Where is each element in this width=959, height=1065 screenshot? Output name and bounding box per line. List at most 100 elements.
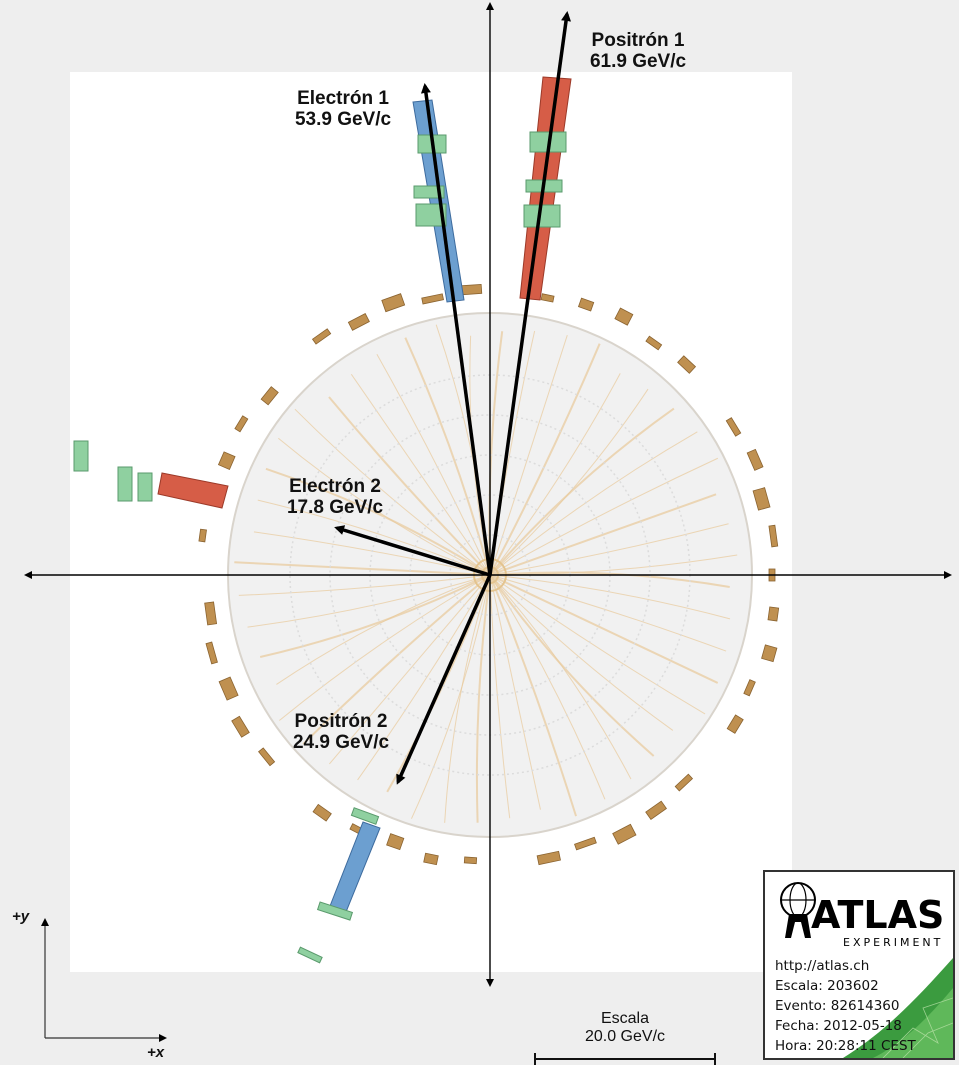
hadronic-cell — [198, 528, 207, 543]
electron-1-deposit — [412, 99, 465, 303]
hadronic-cell — [743, 679, 756, 697]
hadronic-cell — [423, 852, 439, 866]
corner-x-label: +x — [147, 1044, 165, 1061]
info-event: Evento: 82614360 — [775, 998, 900, 1014]
electron-1-em-cell — [415, 203, 447, 227]
hadronic-cell — [234, 415, 249, 433]
inner-track — [302, 574, 491, 745]
electron-2-deposit — [73, 440, 229, 509]
electron-1-momentum: 53.9 GeV/c — [294, 109, 392, 130]
positron-2-momentum: 24.9 GeV/c — [292, 732, 390, 753]
hadronic-cell — [386, 833, 405, 851]
hadronic-cell — [312, 803, 332, 822]
info-run: Escala: 203602 — [775, 978, 879, 994]
inner-track — [265, 467, 491, 576]
hadronic-cell — [677, 355, 697, 374]
electron-1-name: Electrón 1 — [297, 88, 389, 109]
inner-track — [489, 523, 729, 576]
hadronic-cell — [614, 307, 634, 326]
hadronic-cell — [217, 451, 236, 470]
inner-track — [489, 574, 674, 731]
scale-title: Escala — [600, 1010, 650, 1027]
positron-2-name: Positrón 2 — [294, 711, 388, 732]
positron-2-em-cell — [350, 807, 380, 825]
inner-track — [257, 499, 491, 576]
electron-2-label: Electrón 2 17.8 GeV/c — [270, 476, 400, 518]
inner-track — [411, 574, 491, 819]
inner-track — [444, 574, 491, 823]
atlas-info-box: ATLAS EXPERIMENT http://atlas.ch Escala:… — [763, 870, 955, 1060]
positron-2-em-cell — [297, 946, 323, 964]
inner-track — [489, 407, 675, 576]
positron-2-em-cell — [316, 901, 354, 921]
positron-2-deposit — [297, 807, 381, 964]
electron-1-em-tower — [412, 99, 465, 303]
hadronic-cell — [347, 313, 370, 331]
hadronic-cell — [218, 676, 239, 701]
event-info: http://atlas.ch Escala: 203602 Evento: 8… — [775, 956, 916, 1056]
electron-2-em-cell — [73, 440, 89, 472]
scale-line — [534, 1053, 716, 1065]
inner-track — [489, 574, 511, 819]
inner-track — [350, 373, 491, 576]
hadronic-cell — [463, 856, 478, 865]
electron-2-arrow — [334, 525, 491, 577]
inner-track — [329, 574, 491, 765]
hadronic-cell — [260, 386, 279, 406]
inner-track — [489, 334, 568, 576]
hadronic-cell — [768, 524, 779, 548]
hadronic-cell — [311, 328, 332, 345]
positron-2-label: Positrón 2 24.9 GeV/c — [276, 711, 406, 753]
inner-track — [489, 493, 717, 576]
inner-track — [489, 574, 632, 780]
inner-track — [489, 574, 606, 800]
positron-2-em-tower — [329, 821, 381, 913]
inner-track — [489, 343, 601, 576]
corner-y-label: +y — [12, 908, 30, 925]
positron-1-momentum: 61.9 GeV/c — [589, 51, 687, 72]
positron-1-label: Positrón 1 61.9 GeV/c — [578, 30, 698, 72]
hadronic-cell — [205, 641, 218, 665]
hadronic-cell — [726, 714, 744, 734]
hadronic-cell — [645, 800, 667, 820]
inner-track — [489, 571, 730, 588]
decorative-corner — [843, 958, 953, 1058]
hadronic-cell — [752, 487, 771, 511]
scale-value: 20.0 GeV/c — [584, 1028, 666, 1045]
inner-track — [489, 574, 731, 620]
atlas-wordmark: ATLAS — [811, 893, 944, 937]
inner-track — [328, 396, 491, 576]
hadronic-cell — [674, 773, 694, 792]
inner-track — [489, 574, 706, 715]
inner-track — [278, 437, 491, 576]
hadronic-cell — [746, 448, 764, 471]
electron-2-name: Electrón 2 — [289, 476, 381, 497]
inner-track — [489, 373, 621, 576]
hadronic-cell — [645, 335, 663, 351]
electron-2-momentum: 17.8 GeV/c — [286, 497, 384, 518]
inner-track — [489, 457, 719, 576]
info-url[interactable]: http://atlas.ch — [775, 958, 870, 974]
hadronic-cell — [536, 850, 561, 866]
positron-1-deposit — [519, 76, 572, 301]
positron-1-name: Positrón 1 — [591, 30, 685, 51]
atlas-logo: ATLAS EXPERIMENT — [780, 882, 944, 949]
electron-2-em-cell — [137, 472, 153, 502]
hadronic-cell — [540, 293, 555, 303]
hadronic-cell — [612, 823, 637, 845]
electron-2-em-cell — [117, 466, 133, 502]
inner-track — [489, 574, 727, 652]
inner-track — [357, 574, 491, 781]
atlas-figure-icon — [780, 882, 816, 938]
info-time: Hora: 20:28:11 CEST — [775, 1038, 916, 1054]
hadronic-cell — [725, 417, 742, 437]
inner-track — [238, 574, 491, 596]
info-date: Fecha: 2012-05-18 — [775, 1018, 902, 1034]
hadronic-cell — [204, 601, 218, 626]
positron-1-arrow — [488, 11, 572, 576]
inner-track — [489, 574, 719, 684]
inner-track — [294, 408, 491, 576]
hadronic-cell — [767, 606, 780, 622]
